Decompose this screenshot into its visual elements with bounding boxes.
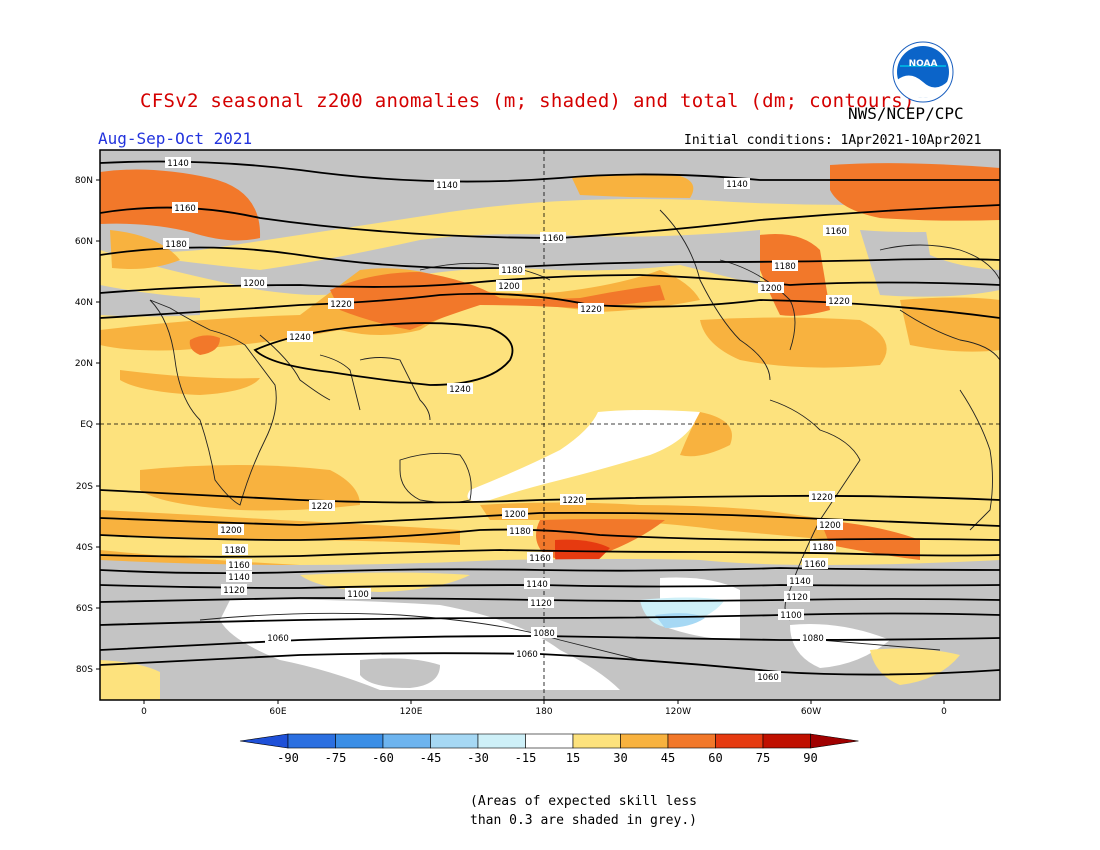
contour-label: 1120 <box>223 586 245 596</box>
lon-tick-label: 60E <box>269 707 286 717</box>
contour-label: 1220 <box>562 496 584 506</box>
contour-label: 1180 <box>224 546 246 556</box>
skill-note-line1: (Areas of expected skill less <box>470 794 697 809</box>
contour-label: 1120 <box>530 599 552 609</box>
colorbar-label: 15 <box>566 751 580 765</box>
contour-label: 1220 <box>828 297 850 307</box>
colorbar-label: -90 <box>277 751 299 765</box>
colorbar-swatch <box>667 733 716 749</box>
colorbar-label: 30 <box>613 751 627 765</box>
contour-label: 1080 <box>533 629 555 639</box>
noaa-logo: NOAA <box>892 41 954 103</box>
contour-label: 1200 <box>498 282 520 292</box>
contour-label: 1180 <box>812 543 834 553</box>
skill-note-line2: than 0.3 are shaded in grey.) <box>470 813 697 828</box>
contour-label: 1220 <box>311 502 333 512</box>
contour-label: 1200 <box>243 279 265 289</box>
latitude-axis: 80N 60N 40N 20N EQ 20S 40S 60S 80S <box>75 176 100 675</box>
contour-label: 1140 <box>167 159 189 169</box>
longitude-axis: 0 60E 120E 180 120W 60W 0 <box>141 700 947 717</box>
lat-tick-label: 60N <box>75 237 93 247</box>
lon-tick-label: 120E <box>400 707 423 717</box>
contour-label: 1060 <box>267 634 289 644</box>
colorbar-label: -15 <box>515 751 537 765</box>
colorbar-swatch <box>525 733 574 749</box>
colorbar-swatch <box>715 733 764 749</box>
lat-tick-label: 20N <box>75 359 93 369</box>
colorbar-swatch <box>335 733 384 749</box>
lon-tick-label: 120W <box>665 707 691 717</box>
contour-label: 1140 <box>726 180 748 190</box>
colorbar: -90 -75 -60 -45 -30 -15 15 30 45 60 75 90 <box>239 733 859 765</box>
chart-title: CFSv2 seasonal z200 anomalies (m; shaded… <box>140 90 915 112</box>
contour-label: 1180 <box>509 527 531 537</box>
lat-tick-label: 40S <box>76 543 93 553</box>
contour-label: 1180 <box>501 266 523 276</box>
lon-tick-label: 180 <box>535 707 552 717</box>
colorbar-swatch <box>430 733 479 749</box>
colorbar-label: 90 <box>803 751 817 765</box>
colorbar-swatch <box>477 733 526 749</box>
colorbar-label: -30 <box>467 751 489 765</box>
contour-label: 1240 <box>449 385 471 395</box>
contour-label: 1100 <box>347 590 369 600</box>
contour-label: 1220 <box>811 493 833 503</box>
contour-label: 1140 <box>526 580 548 590</box>
agency-label: NWS/NCEP/CPC <box>848 104 964 123</box>
contour-label: 1080 <box>802 634 824 644</box>
contour-label: 1220 <box>580 305 602 315</box>
contour-label: 1180 <box>165 240 187 250</box>
colorbar-arrow-low <box>239 733 289 749</box>
colorbar-label: -45 <box>420 751 442 765</box>
colorbar-label: 75 <box>756 751 770 765</box>
map-frame <box>99 149 1001 701</box>
contour-label: 1160 <box>228 561 250 571</box>
noaa-logo-text: NOAA <box>909 59 938 69</box>
contour-label: 1160 <box>825 227 847 237</box>
colorbar-label: 45 <box>661 751 675 765</box>
lat-tick-label: 60S <box>76 604 93 614</box>
colorbar-swatch <box>287 733 336 749</box>
coastlines <box>149 209 1000 661</box>
colorbar-arrow-high <box>810 733 859 749</box>
contour-label: 1140 <box>228 573 250 583</box>
colorbar-swatch <box>762 733 811 749</box>
lat-tick-label: 20S <box>76 482 93 492</box>
contour-label: 1120 <box>786 593 808 603</box>
initial-conditions: Initial conditions: 1Apr2021-10Apr2021 <box>684 133 982 148</box>
contour-label: 1060 <box>757 673 779 683</box>
lon-tick-label: 60W <box>801 707 821 717</box>
colorbar-swatch <box>572 733 621 749</box>
colorbar-label: 60 <box>708 751 722 765</box>
lon-tick-label: 0 <box>941 707 947 717</box>
contour-label: 1200 <box>504 510 526 520</box>
contour-label: 1060 <box>516 650 538 660</box>
season-label: Aug-Sep-Oct 2021 <box>98 129 253 148</box>
colorbar-swatch <box>382 733 431 749</box>
colorbar-label: -75 <box>325 751 347 765</box>
lat-tick-label: EQ <box>80 420 93 430</box>
lat-tick-label: 80N <box>75 176 93 186</box>
contour-labels: 1140 1140 1140 1160 1160 1160 1180 1180 … <box>163 157 852 683</box>
contour-label: 1240 <box>289 333 311 343</box>
skill-note: (Areas of expected skill less than 0.3 a… <box>470 792 697 830</box>
contour-label: 1200 <box>220 526 242 536</box>
contour-label: 1160 <box>804 560 826 570</box>
contour-label: 1160 <box>174 204 196 214</box>
contour-label: 1180 <box>774 262 796 272</box>
lat-tick-label: 80S <box>76 665 93 675</box>
lon-tick-label: 0 <box>141 707 147 717</box>
lat-tick-label: 40N <box>75 298 93 308</box>
contour-label: 1140 <box>789 577 811 587</box>
colorbar-label: -60 <box>372 751 394 765</box>
contour-label: 1220 <box>330 300 352 310</box>
colorbar-swatch <box>620 733 669 749</box>
contour-label: 1100 <box>780 611 802 621</box>
contour-label: 1200 <box>760 284 782 294</box>
contour-label: 1160 <box>529 554 551 564</box>
contour-label: 1200 <box>819 521 841 531</box>
contour-label: 1160 <box>542 234 564 244</box>
contour-label: 1140 <box>436 181 458 191</box>
